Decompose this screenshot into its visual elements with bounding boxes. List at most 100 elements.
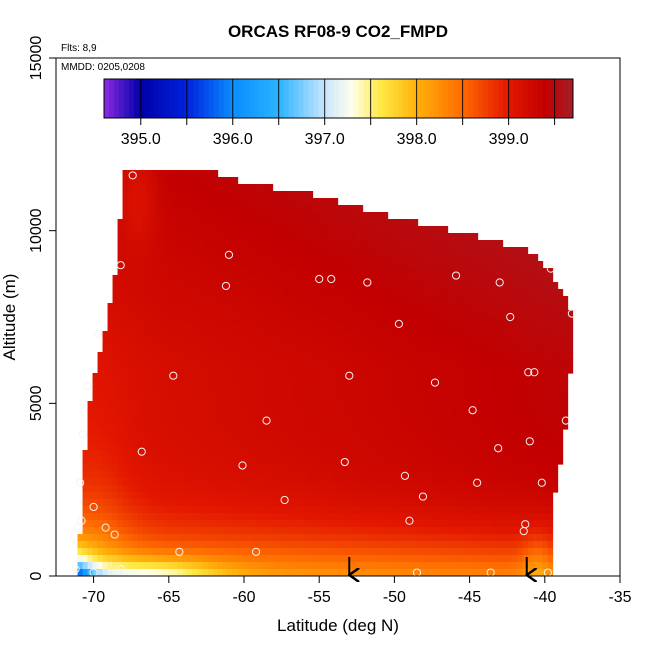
- heatmap-cell: [297, 226, 304, 234]
- heatmap-cell: [162, 247, 169, 255]
- heatmap-cell: [117, 415, 124, 423]
- heatmap-cell: [222, 303, 229, 311]
- heatmap-cell: [182, 394, 189, 402]
- heatmap-cell: [517, 380, 524, 388]
- heatmap-cell: [372, 219, 379, 227]
- heatmap-cell: [292, 226, 299, 234]
- heatmap-cell: [512, 464, 519, 472]
- heatmap-cell: [262, 226, 269, 234]
- heatmap-cell: [522, 429, 529, 437]
- heatmap-cell: [407, 373, 414, 381]
- heatmap-cell: [237, 240, 244, 248]
- heatmap-cell: [532, 457, 539, 465]
- heatmap-cell: [492, 240, 499, 248]
- heatmap-cell: [247, 499, 254, 507]
- heatmap-cell: [312, 282, 319, 290]
- heatmap-cell: [127, 401, 134, 409]
- heatmap-cell: [532, 534, 539, 542]
- heatmap-cell: [197, 569, 204, 576]
- heatmap-cell: [267, 345, 274, 353]
- heatmap-cell: [442, 457, 449, 465]
- heatmap-cell: [542, 450, 549, 458]
- heatmap-cell: [372, 450, 379, 458]
- heatmap-cell: [557, 352, 564, 360]
- heatmap-cell: [492, 408, 499, 416]
- heatmap-cell: [467, 282, 474, 290]
- heatmap-cell: [247, 520, 254, 528]
- heatmap-cell: [412, 373, 419, 381]
- heatmap-cell: [277, 562, 284, 570]
- heatmap-cell: [202, 471, 209, 479]
- heatmap-cell: [532, 471, 539, 479]
- heatmap-cell: [147, 310, 154, 318]
- heatmap-cell: [432, 289, 439, 297]
- heatmap-cell: [537, 506, 544, 514]
- heatmap-cell: [377, 219, 384, 227]
- heatmap-cell: [282, 240, 289, 248]
- heatmap-cell: [322, 345, 329, 353]
- heatmap-cell: [487, 555, 494, 563]
- heatmap-cell: [287, 261, 294, 269]
- heatmap-cell: [102, 380, 109, 388]
- heatmap-cell: [242, 317, 249, 325]
- heatmap-cell: [392, 261, 399, 269]
- heatmap-cell: [372, 443, 379, 451]
- heatmap-cell: [522, 338, 529, 346]
- heatmap-cell: [217, 394, 224, 402]
- heatmap-cell: [337, 499, 344, 507]
- heatmap-cell: [367, 352, 374, 360]
- heatmap-cell: [402, 317, 409, 325]
- heatmap-cell: [182, 240, 189, 248]
- heatmap-cell: [207, 478, 214, 486]
- heatmap-cell: [207, 387, 214, 395]
- heatmap-cell: [357, 527, 364, 535]
- heatmap-cell: [377, 366, 384, 374]
- heatmap-cell: [127, 254, 134, 262]
- heatmap-cell: [462, 429, 469, 437]
- heatmap-cell: [477, 492, 484, 500]
- heatmap-cell: [352, 387, 359, 395]
- heatmap-cell: [502, 247, 509, 255]
- heatmap-cell: [417, 527, 424, 535]
- heatmap-cell: [452, 289, 459, 297]
- heatmap-cell: [167, 212, 174, 220]
- heatmap-cell: [207, 520, 214, 528]
- heatmap-cell: [112, 408, 119, 416]
- heatmap-cell: [197, 184, 204, 192]
- heatmap-cell: [162, 261, 169, 269]
- heatmap-cell: [542, 527, 549, 535]
- heatmap-cell: [337, 541, 344, 549]
- heatmap-cell: [457, 373, 464, 381]
- heatmap-cell: [507, 506, 514, 514]
- heatmap-cell: [337, 520, 344, 528]
- heatmap-cell: [237, 555, 244, 563]
- heatmap-cell: [162, 569, 169, 576]
- heatmap-cell: [187, 240, 194, 248]
- heatmap-cell: [542, 415, 549, 423]
- heatmap-cell: [437, 478, 444, 486]
- heatmap-cell: [287, 555, 294, 563]
- heatmap-cell: [247, 233, 254, 241]
- heatmap-cell: [287, 541, 294, 549]
- heatmap-cell: [462, 485, 469, 493]
- heatmap-cell: [407, 261, 414, 269]
- heatmap-cell: [322, 261, 329, 269]
- heatmap-cell: [352, 359, 359, 367]
- heatmap-cell: [162, 415, 169, 423]
- heatmap-cell: [267, 457, 274, 465]
- heatmap-cell: [232, 184, 239, 192]
- heatmap-cell: [302, 485, 309, 493]
- heatmap-cell: [92, 471, 99, 479]
- heatmap-cell: [112, 380, 119, 388]
- heatmap-cell: [217, 457, 224, 465]
- heatmap-cell: [157, 268, 164, 276]
- heatmap-cell: [277, 275, 284, 283]
- sample-point: [537, 478, 546, 487]
- heatmap-cell: [302, 513, 309, 521]
- heatmap-cell: [272, 345, 279, 353]
- heatmap-cell: [312, 478, 319, 486]
- heatmap-cell: [357, 247, 364, 255]
- heatmap-cell: [487, 366, 494, 374]
- heatmap-cell: [477, 289, 484, 297]
- heatmap-cell: [432, 541, 439, 549]
